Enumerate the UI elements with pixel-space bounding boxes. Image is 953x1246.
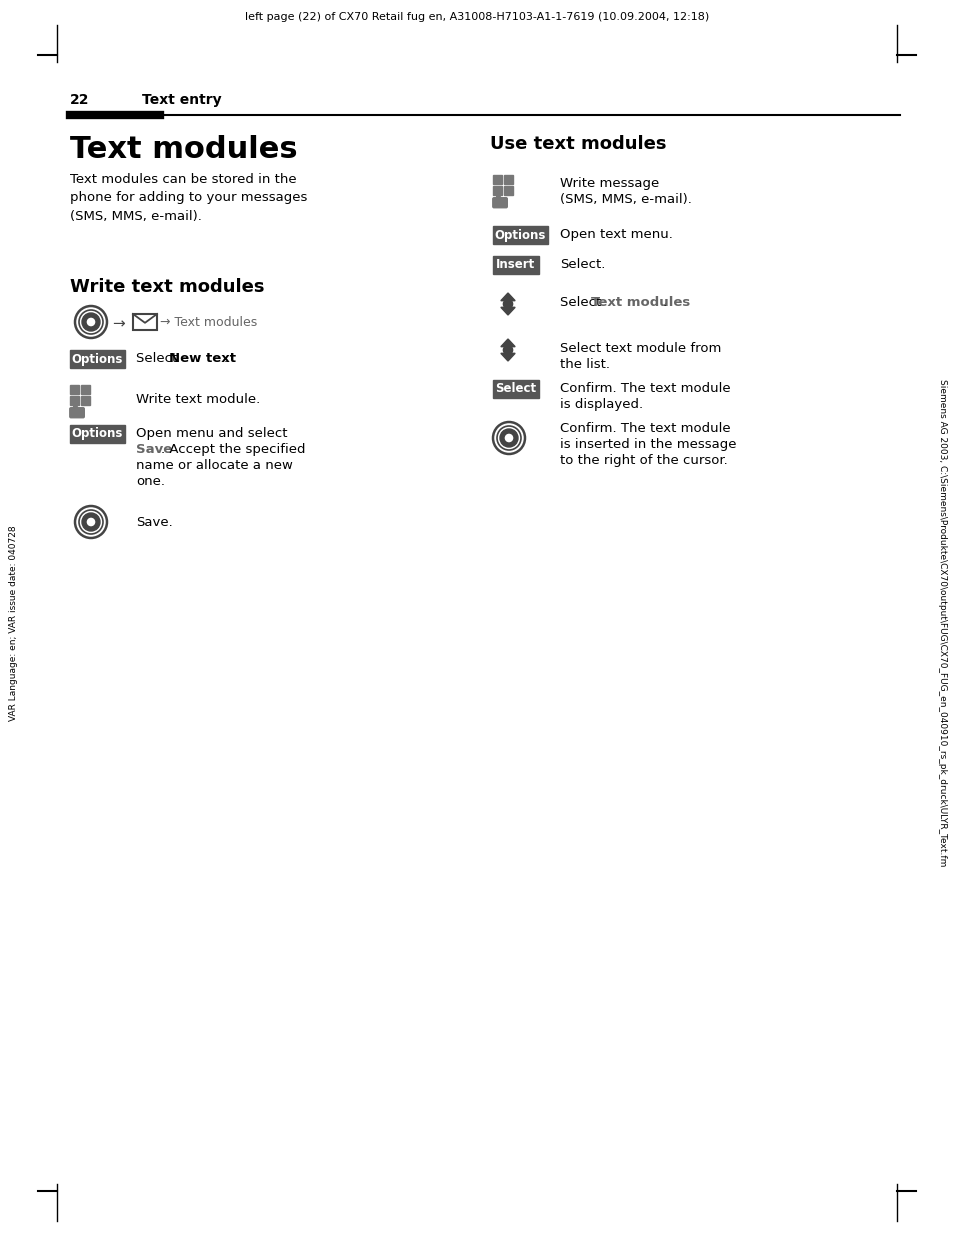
Text: .: . — [224, 353, 228, 365]
Text: Save: Save — [136, 444, 172, 456]
FancyBboxPatch shape — [493, 380, 538, 397]
FancyBboxPatch shape — [493, 255, 538, 274]
Text: Insert: Insert — [496, 258, 535, 272]
FancyBboxPatch shape — [70, 396, 79, 405]
Text: 22: 22 — [70, 93, 90, 107]
Circle shape — [88, 319, 94, 325]
Text: Select: Select — [136, 353, 181, 365]
Polygon shape — [500, 339, 515, 346]
Text: the list.: the list. — [559, 358, 609, 371]
Text: one.: one. — [136, 475, 165, 488]
FancyBboxPatch shape — [73, 404, 77, 410]
FancyBboxPatch shape — [70, 385, 79, 394]
Text: Select.: Select. — [559, 258, 605, 270]
Text: Use text modules: Use text modules — [490, 135, 666, 153]
Circle shape — [503, 345, 512, 355]
Text: Write text module.: Write text module. — [136, 392, 260, 406]
Polygon shape — [500, 308, 515, 315]
Text: Text modules: Text modules — [590, 297, 690, 309]
Text: Select: Select — [559, 297, 605, 309]
Circle shape — [505, 435, 512, 441]
Text: VAR Language: en; VAR issue date: 040728: VAR Language: en; VAR issue date: 040728 — [10, 525, 18, 721]
Text: left page (22) of CX70 Retail fug en, A31008-H7103-A1-1-7619 (10.09.2004, 12:18): left page (22) of CX70 Retail fug en, A3… — [245, 12, 708, 22]
Text: →: → — [112, 316, 125, 331]
Text: Siemens AG 2003, C:\Siemens\Produkte\CX70\output\FUG\CX70_FUG_en_040910_rs_pk_dr: Siemens AG 2003, C:\Siemens\Produkte\CX7… — [938, 379, 946, 867]
Text: Open menu and select: Open menu and select — [136, 427, 287, 440]
Circle shape — [82, 513, 100, 531]
Text: Options: Options — [71, 427, 123, 441]
FancyBboxPatch shape — [493, 174, 501, 184]
FancyBboxPatch shape — [70, 350, 125, 368]
Text: to the right of the cursor.: to the right of the cursor. — [559, 454, 727, 467]
FancyBboxPatch shape — [70, 407, 84, 417]
FancyBboxPatch shape — [132, 314, 157, 330]
FancyBboxPatch shape — [493, 198, 507, 208]
Text: is inserted in the message: is inserted in the message — [559, 439, 736, 451]
Text: .: . — [662, 297, 666, 309]
FancyBboxPatch shape — [81, 396, 91, 405]
Text: Open text menu.: Open text menu. — [559, 228, 672, 240]
FancyBboxPatch shape — [493, 187, 501, 196]
Text: name or allocate a new: name or allocate a new — [136, 459, 293, 472]
Text: is displayed.: is displayed. — [559, 397, 642, 411]
FancyBboxPatch shape — [497, 193, 499, 201]
Circle shape — [88, 518, 94, 526]
Circle shape — [499, 429, 517, 447]
Text: Text entry: Text entry — [142, 93, 221, 107]
FancyBboxPatch shape — [81, 385, 91, 394]
Text: Select text module from: Select text module from — [559, 341, 720, 355]
Text: . Accept the specified: . Accept the specified — [161, 444, 305, 456]
Text: Save.: Save. — [136, 516, 172, 530]
Text: Text modules: Text modules — [70, 135, 297, 164]
Text: Write message: Write message — [559, 177, 659, 189]
Text: (SMS, MMS, e-mail).: (SMS, MMS, e-mail). — [559, 193, 691, 206]
FancyBboxPatch shape — [493, 226, 547, 244]
Text: Select: Select — [495, 383, 536, 395]
Text: Text modules can be stored in the
phone for adding to your messages
(SMS, MMS, e: Text modules can be stored in the phone … — [70, 173, 307, 223]
FancyBboxPatch shape — [504, 187, 513, 196]
Text: → Text modules: → Text modules — [160, 316, 257, 329]
Circle shape — [503, 299, 512, 309]
FancyBboxPatch shape — [70, 425, 125, 444]
Text: Write text modules: Write text modules — [70, 278, 264, 297]
Text: Options: Options — [71, 353, 123, 365]
Polygon shape — [500, 354, 515, 361]
Text: New text: New text — [169, 353, 235, 365]
Polygon shape — [500, 293, 515, 300]
FancyBboxPatch shape — [504, 174, 513, 184]
Circle shape — [82, 313, 100, 331]
Text: Confirm. The text module: Confirm. The text module — [559, 383, 730, 395]
Text: Confirm. The text module: Confirm. The text module — [559, 422, 730, 435]
Text: Options: Options — [495, 228, 546, 242]
